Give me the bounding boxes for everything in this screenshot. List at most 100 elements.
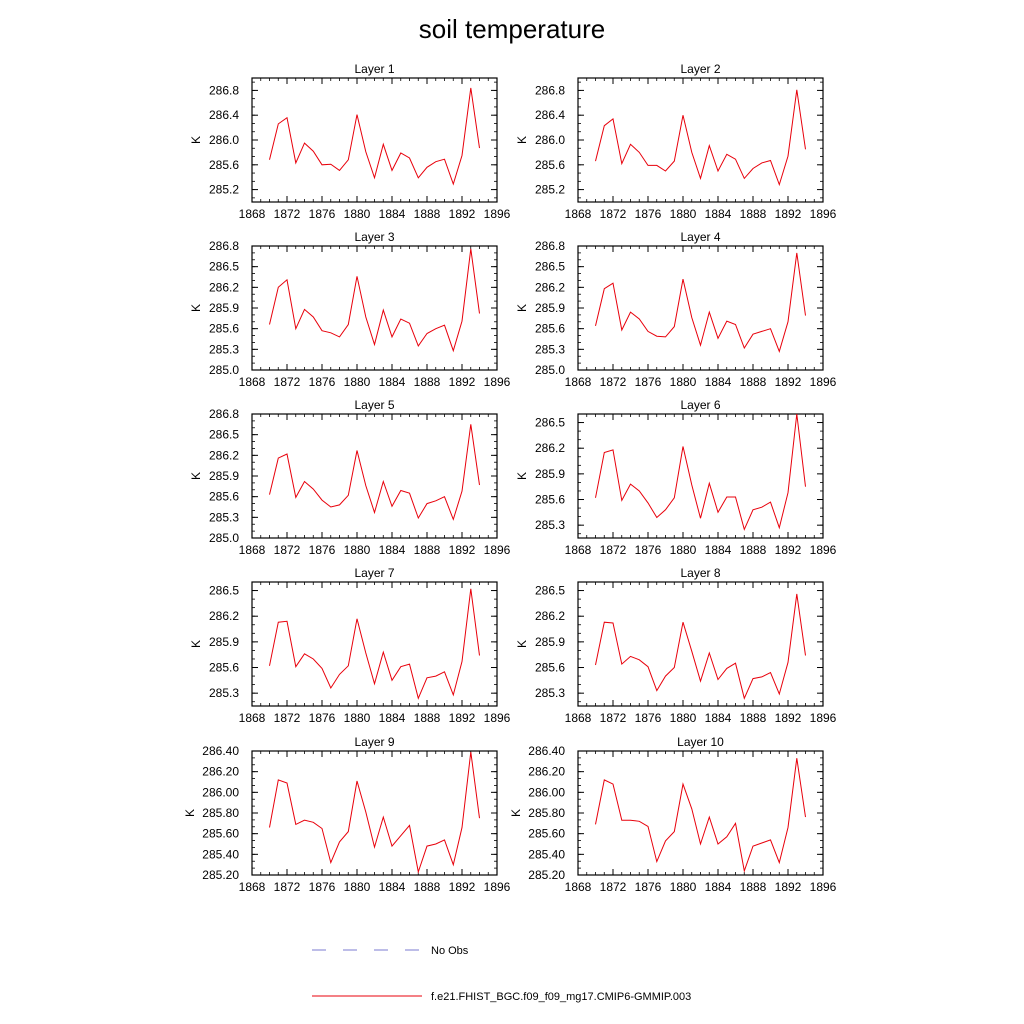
y-tick-label: 286.0 (535, 133, 565, 147)
x-tick-label: 1872 (600, 375, 627, 389)
y-tick-label: 286.4 (209, 108, 239, 122)
series-line (269, 751, 480, 874)
panel-layer-9: Layer 9 1868 1872 1876 1880 1884 1888 1892 1896 2… (183, 735, 511, 894)
y-tick-label: 286.2 (209, 448, 239, 462)
y-tick-label: 286.40 (528, 744, 565, 758)
x-tick-label: 1876 (309, 543, 336, 557)
series-line (595, 758, 806, 873)
y-axis-label: K (189, 640, 203, 648)
y-tick-label: 285.2 (535, 183, 565, 197)
y-tick-label: 285.60 (528, 827, 565, 841)
panel-title: Layer 4 (680, 230, 720, 244)
x-tick-label: 1888 (740, 880, 767, 894)
x-tick-label: 1868 (565, 880, 592, 894)
y-tick-label: 286.20 (202, 765, 239, 779)
x-tick-label: 1880 (344, 207, 371, 221)
y-tick-label: 285.80 (528, 806, 565, 820)
x-tick-label: 1884 (705, 711, 732, 725)
plot-frame (577, 77, 824, 203)
panel-layer-5: Layer 5 1868 1872 1876 1880 1884 1888 1892 1896 2… (189, 398, 511, 557)
y-axis-label: K (189, 304, 203, 312)
x-tick-label: 1892 (775, 375, 802, 389)
panel-title: Layer 6 (680, 398, 720, 412)
series-line (269, 588, 480, 700)
x-tick-label: 1872 (274, 207, 301, 221)
y-tick-label: 286.5 (209, 584, 239, 598)
y-tick-label: 286.8 (209, 407, 239, 421)
y-tick-label: 285.6 (535, 661, 565, 675)
x-tick-label: 1880 (344, 543, 371, 557)
panel-layer-8: Layer 8 1868 1872 1876 1880 1884 1888 1892 1896 2… (515, 566, 837, 725)
panel-layer-10: Layer 10 1868 1872 1876 1880 1884 1888 1892 1896… (509, 735, 837, 894)
x-tick-label: 1892 (775, 711, 802, 725)
x-tick-label: 1872 (274, 711, 301, 725)
x-tick-label: 1880 (344, 375, 371, 389)
series-line (595, 593, 806, 700)
x-tick-label: 1892 (775, 207, 802, 221)
x-tick-label: 1892 (449, 711, 476, 725)
x-tick-label: 1884 (379, 880, 406, 894)
y-tick-label: 286.5 (209, 260, 239, 274)
x-tick-label: 1876 (309, 880, 336, 894)
panel-title: Layer 1 (354, 62, 394, 76)
y-tick-label: 286.5 (209, 428, 239, 442)
y-axis-label: K (509, 809, 523, 817)
y-tick-label: 285.3 (535, 686, 565, 700)
y-tick-label: 286.8 (535, 239, 565, 253)
x-tick-label: 1884 (705, 375, 732, 389)
y-tick-label: 285.9 (209, 469, 239, 483)
y-axis-label: K (189, 136, 203, 144)
x-tick-label: 1876 (635, 711, 662, 725)
y-tick-label: 286.40 (202, 744, 239, 758)
series-line (269, 248, 480, 353)
x-tick-label: 1888 (414, 375, 441, 389)
y-tick-label: 285.9 (209, 635, 239, 649)
y-tick-label: 285.0 (209, 531, 239, 545)
series-line (595, 413, 806, 531)
y-tick-label: 285.0 (209, 363, 239, 377)
y-tick-label: 285.3 (535, 518, 565, 532)
x-tick-label: 1868 (239, 880, 266, 894)
y-tick-label: 285.40 (528, 847, 565, 861)
plot-frame (251, 750, 498, 876)
x-tick-label: 1884 (705, 880, 732, 894)
y-tick-label: 286.2 (535, 441, 565, 455)
y-tick-label: 286.0 (209, 133, 239, 147)
x-tick-label: 1880 (670, 375, 697, 389)
y-axis-label: K (189, 472, 203, 480)
x-tick-label: 1872 (600, 543, 627, 557)
x-tick-label: 1892 (775, 543, 802, 557)
y-tick-label: 285.60 (202, 827, 239, 841)
x-tick-label: 1868 (565, 207, 592, 221)
x-tick-label: 1884 (379, 543, 406, 557)
y-tick-label: 286.5 (535, 584, 565, 598)
y-tick-label: 286.8 (535, 83, 565, 97)
plot-frame (251, 413, 498, 539)
panel-title: Layer 2 (680, 62, 720, 76)
y-tick-label: 285.20 (528, 868, 565, 882)
y-tick-label: 285.3 (535, 342, 565, 356)
y-tick-label: 285.6 (209, 158, 239, 172)
plot-frame (577, 750, 824, 876)
x-tick-label: 1888 (740, 543, 767, 557)
x-tick-label: 1876 (635, 375, 662, 389)
x-tick-label: 1876 (309, 711, 336, 725)
x-tick-label: 1880 (670, 207, 697, 221)
plot-frame (577, 581, 824, 707)
y-tick-label: 285.20 (202, 868, 239, 882)
panel-layer-1: Layer 1 1868 1872 1876 1880 1884 1888 1892 1896 2… (189, 62, 511, 221)
y-tick-label: 286.20 (528, 765, 565, 779)
x-tick-label: 1892 (449, 543, 476, 557)
panel-layer-4: Layer 4 1868 1872 1876 1880 1884 1888 1892 1896 2… (515, 230, 837, 389)
x-tick-label: 1884 (379, 207, 406, 221)
x-tick-label: 1896 (810, 375, 837, 389)
x-tick-label: 1868 (239, 543, 266, 557)
panel-title: Layer 7 (354, 566, 394, 580)
series-line (595, 89, 806, 187)
x-tick-label: 1880 (670, 880, 697, 894)
x-tick-label: 1868 (239, 375, 266, 389)
y-tick-label: 286.00 (202, 785, 239, 799)
x-tick-label: 1876 (635, 207, 662, 221)
x-tick-label: 1888 (740, 711, 767, 725)
